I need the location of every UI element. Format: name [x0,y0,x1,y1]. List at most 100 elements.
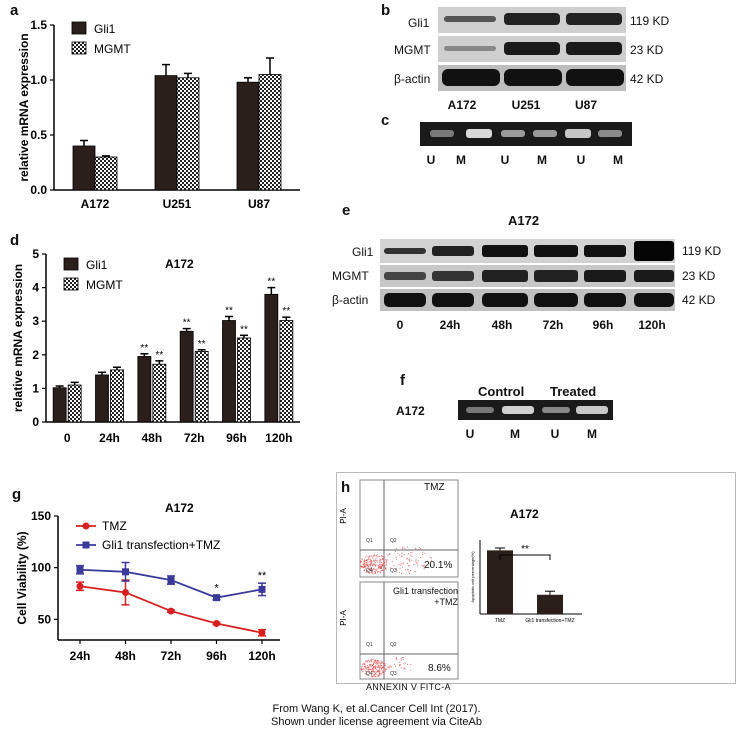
bar-gli1-U87 [237,82,259,190]
blot-b-row-gli1: Gli1 [408,16,429,30]
flow-top-percent: 20.1% [424,560,452,571]
blot-e-lane-72h: 72h [528,318,578,332]
legend-swatch-gli1 [64,258,78,270]
x-tick-label: 0 [64,431,71,445]
band [566,13,622,25]
flow-dot [367,564,368,565]
flow-dot [368,666,369,667]
flow-bottom-percent: 8.6% [428,663,451,674]
blot-b-row-mgmt: MGMT [394,43,431,57]
blot-e-title: A172 [508,213,539,228]
flow-dot [403,659,404,660]
flow-dot [365,557,366,558]
blot-e-row-mgmt: MGMT [332,269,369,283]
flow-dot [371,565,372,566]
flow-dot [367,665,368,666]
significance-mark: ** [240,324,248,335]
flow-dot [389,667,390,668]
data-point-gli1-tmz [168,577,175,584]
flow-dot [375,660,376,661]
flow-dot [384,562,385,563]
y-tick-label: 1 [32,381,39,395]
flow-dot [364,666,365,667]
flow-dot [377,572,378,573]
flow-dot [371,665,372,666]
flow-dot [381,562,382,563]
flow-dot [409,559,410,560]
gel-f-lane-1: U [455,427,485,441]
flow-dot [389,665,390,666]
flow-dot [369,667,370,668]
flow-dot [378,556,379,557]
flow-dot [380,667,381,668]
gel-f-lane-4: M [577,427,607,441]
flow-dot [363,668,364,669]
flow-dot [408,569,409,570]
blot-e-kd-actin: 42 KD [682,293,715,307]
flow-dot [410,552,411,553]
flow-dot [385,671,386,672]
flow-dot [362,558,363,559]
blot-e-lane-96h: 96h [578,318,628,332]
flow-dot [411,556,412,557]
flow-dot [367,559,368,560]
flow-dot [381,662,382,663]
band [634,293,674,307]
flow-dot [377,663,378,664]
flow-dot [399,572,400,573]
y-axis-label: Cell Viability (%) [15,531,29,624]
flow-dot [360,565,361,566]
blot-e-strip-gli1 [380,239,675,263]
chart-g: 50 100 150 24h 48h 72h 96h 120h Cell Viability (… [0,490,340,665]
flow-dot [375,558,376,559]
bar-gli1-48h [138,356,151,422]
flow-dot [366,562,367,563]
flow-dot [395,551,396,552]
bar-gli1-120h [265,294,278,422]
credit-line-1: From Wang K, et al.Cancer Cell Int (2017… [0,703,753,716]
flow-dot [368,660,369,661]
flow-dot [371,563,372,564]
flow-dot [361,566,362,567]
flow-dot [366,661,367,662]
x-tick-label: 72h [161,649,182,663]
flow-dot [387,559,388,560]
flow-dot [401,658,402,659]
data-point-tmz [213,620,220,627]
flow-dot [402,657,403,658]
flow-dot [367,662,368,663]
band [466,129,492,138]
flow-dot [409,573,410,574]
flow-dot [399,662,400,663]
bar-gli1-24h [96,375,109,422]
flow-dot [364,669,365,670]
flow-dot [401,563,402,564]
y-tick-label: 0 [32,415,39,429]
flow-dot [405,662,406,663]
blot-e-lane-120h: 120h [627,318,677,332]
data-point-gli1-tmz [77,566,84,573]
x-tick-label: 120h [265,431,292,445]
band [444,46,496,51]
blot-e-kd-gli1: 119 KD [682,244,721,258]
band [501,130,525,137]
x-tick-label: Gli1 transfection+TMZ [525,618,574,624]
blot-e-row-actin: β-actin [332,293,368,307]
flow-dot [410,669,411,670]
x-tick-label: 96h [226,431,247,445]
flow-dot [373,666,374,667]
significance-mark: ** [140,343,148,354]
flow-dot [379,675,380,676]
flow-dot [409,561,410,562]
flow-dot [375,666,376,667]
panel-label-f: f [400,372,405,389]
x-tick-label: U87 [248,197,270,211]
band [384,272,426,280]
band [533,130,557,137]
flow-dot [386,562,387,563]
flow-dot [367,667,368,668]
flow-dot [379,571,380,572]
flow-dot [362,664,363,665]
bar-gli1-U251 [155,76,177,190]
band [482,245,528,257]
